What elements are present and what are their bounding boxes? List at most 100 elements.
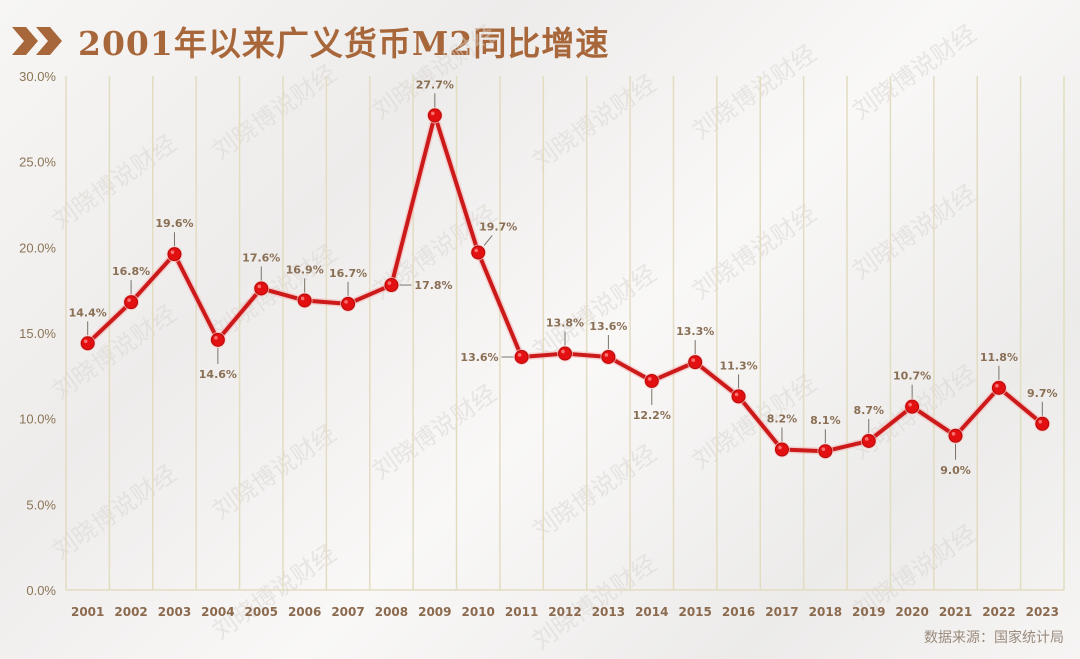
data-point-marker [1035,416,1050,431]
marker-highlight [821,447,826,452]
data-label: 19.7% [479,220,517,233]
x-tick-label: 2009 [418,605,451,619]
x-tick-label: 2011 [505,605,538,619]
data-point-marker [254,281,269,296]
data-label: 11.3% [719,359,757,372]
marker-highlight [864,437,869,441]
series-line [86,113,1044,454]
data-point-marker [427,108,442,123]
data-label: 14.4% [69,306,107,319]
marker-highlight [604,353,609,357]
x-tick-label: 2003 [158,605,191,619]
watermark-text: 刘晓博说财经 [527,549,661,655]
watermark-text: 刘晓博说财经 [367,379,501,485]
x-tick-label: 2013 [592,605,625,619]
marker-highlight [431,111,435,116]
series-line-glow [85,111,1045,455]
x-tick-label: 2010 [462,605,495,619]
x-tick-label: 2018 [809,605,842,619]
x-tick-label: 2014 [635,605,668,619]
x-tick-label: 2002 [114,605,147,619]
marker-highlight [214,336,218,340]
data-point-marker [471,245,486,260]
x-tick-label: 2017 [765,605,798,619]
watermark-text: 刘晓博说财经 [847,179,981,285]
data-point-marker [818,444,833,459]
data-label: 8.2% [767,413,798,426]
marker-highlight [561,349,565,354]
marker-highlight [1038,420,1043,424]
data-label: 27.7% [416,78,454,91]
data-label: 9.7% [1027,387,1058,400]
data-point-marker [644,373,659,388]
data-label: 9.0% [940,464,971,477]
data-label: 11.8% [980,351,1018,364]
watermark-text: 刘晓博说财经 [847,19,981,125]
x-tick-label: 2004 [201,605,234,619]
x-tick-label: 2020 [895,605,928,619]
marker-highlight [647,377,652,381]
y-axis: 0.0% 5.0% 10.0% 15.0% 20.0% 25.0% 30.0% [19,69,56,598]
x-tick-label: 2001 [71,605,104,619]
data-point-marker [341,296,356,311]
data-point-marker [167,247,182,262]
marker-highlight [257,284,262,289]
data-point-marker [861,433,876,448]
watermark-text: 刘晓博说财经 [47,459,181,565]
data-point-marker [774,442,789,457]
marker-highlight [170,250,175,254]
marker-highlight [691,358,695,362]
data-label: 13.6% [589,320,627,333]
marker-highlight [908,402,912,407]
data-label: 16.9% [286,263,324,276]
data-label: 17.6% [242,251,280,264]
x-tick-label: 2007 [331,605,364,619]
data-point-marker [948,428,963,443]
watermark-text: 刘晓博说财经 [527,259,661,365]
marker-highlight [300,296,305,301]
data-label: 16.8% [112,265,150,278]
data-label: 17.8% [414,279,452,292]
chart-title: 2001年以来广义货币M2同比增速 [10,16,609,66]
data-label: 14.6% [199,368,237,381]
data-label: 8.7% [853,404,884,417]
data-label: 13.3% [676,325,714,338]
watermark-text: 刘晓博说财经 [207,539,341,645]
data-point-marker [384,278,399,293]
y-tick-label: 10.0% [19,412,56,427]
watermark-text: 刘晓博说财经 [687,369,821,475]
x-tick-label: 2021 [939,605,972,619]
x-tick-label: 2012 [548,605,581,619]
watermark-text: 刘晓博说财经 [207,59,341,165]
data-point-marker [80,336,95,351]
watermark-text: 刘晓博说财经 [207,419,341,525]
watermark-text: 刘晓博说财经 [527,69,661,175]
data-source: 数据来源：国家统计局 [924,629,1064,645]
data-label: 13.8% [546,317,584,330]
marker-highlight [344,300,348,304]
x-tick-label: 2022 [982,605,1015,619]
data-point-marker [297,293,312,308]
leader-line [483,235,493,246]
x-tick-label: 2016 [722,605,755,619]
data-label: 10.7% [893,370,931,383]
grid-lines [65,76,1065,590]
data-point-marker [514,349,529,364]
data-label: 19.6% [155,217,193,230]
marker-highlight [83,339,88,344]
data-point-marker [991,380,1006,395]
x-axis: 2001 2002 2003 2004 2005 2006 2007 2008 2009 2010… [71,605,1059,619]
x-tick-label: 2006 [288,605,321,619]
data-labels: 14.4% 16.8% 19.6% 14.6% 17.6% 16.9% 16.7% 17.8%… [69,78,1058,476]
watermark-text: 刘晓博说财经 [527,439,661,545]
marker-highlight [127,298,131,302]
data-label: 12.2% [633,409,671,422]
x-tick-label: 2015 [678,605,711,619]
double-chevron-right-icon [12,27,62,55]
chart-title-text: 2001年以来广义货币M2同比增速 [78,24,610,63]
data-point-marker [731,389,746,404]
marker-highlight [995,384,999,388]
marker-highlight [517,353,522,357]
y-tick-label: 5.0% [26,497,56,512]
data-label: 13.6% [460,351,498,364]
